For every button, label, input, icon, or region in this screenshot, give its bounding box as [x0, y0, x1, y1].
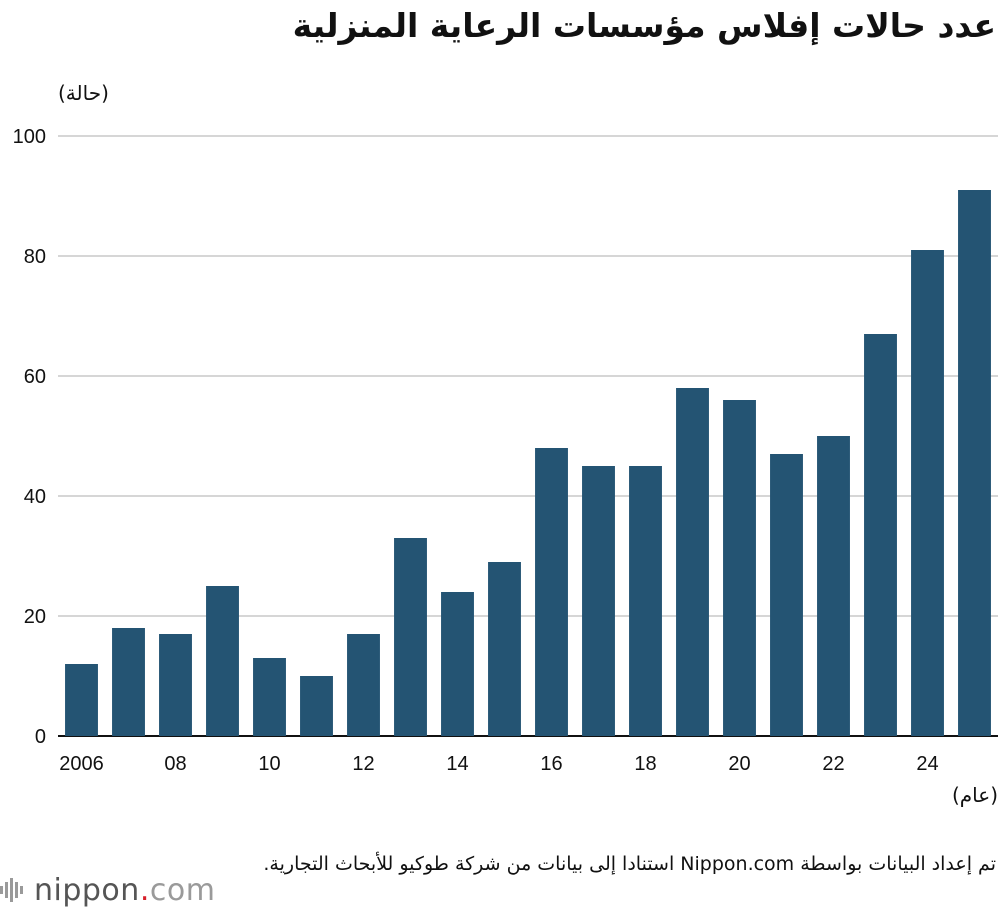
- chart-title: عدد حالات إفلاس مؤسسات الرعاية المنزلية: [292, 6, 996, 45]
- x-tick-label: 22: [822, 753, 844, 775]
- bar: [65, 664, 98, 736]
- logo-text: nippon.com: [34, 872, 216, 908]
- nippon-logo: nippon.com: [0, 870, 215, 910]
- x-tick-label: 16: [540, 753, 562, 775]
- y-tick-label: 60: [24, 366, 46, 388]
- footer: تم إعداد البيانات بواسطة Nippon.com استن…: [0, 840, 1000, 920]
- source-note: تم إعداد البيانات بواسطة Nippon.com استن…: [263, 853, 996, 875]
- x-tick-label: 2006: [59, 753, 104, 775]
- bar: [582, 466, 615, 736]
- y-tick-label: 40: [24, 486, 46, 508]
- x-axis-ticks: 2006 08 10 12 14 16 18 20 22 24: [59, 753, 938, 775]
- bar: [441, 592, 474, 736]
- x-tick-label: 10: [258, 753, 280, 775]
- y-tick-label: 100: [13, 126, 46, 148]
- y-tick-label: 80: [24, 246, 46, 268]
- x-tick-label: 20: [728, 753, 750, 775]
- bar: [347, 634, 380, 736]
- bar-chart: 0 20 40 60 80 100 2006 08 10 12 14 16 18 20 22 24 (حال…: [13, 81, 998, 807]
- x-tick-label: 18: [634, 753, 656, 775]
- bar: [629, 466, 662, 736]
- bar: [159, 634, 192, 736]
- bar: [253, 658, 286, 736]
- bar: [535, 448, 568, 736]
- y-axis-ticks: 0 20 40 60 80 100: [13, 126, 46, 748]
- logo-mark-icon: [0, 878, 23, 902]
- x-tick-label: 12: [352, 753, 374, 775]
- bar: [911, 250, 944, 736]
- x-tick-label: 08: [164, 753, 186, 775]
- x-axis-label: (عام): [952, 783, 998, 807]
- bar: [723, 400, 756, 736]
- bars: [65, 190, 991, 736]
- bar: [206, 586, 239, 736]
- bar: [394, 538, 427, 736]
- grid-lines: [58, 135, 998, 737]
- bar: [300, 676, 333, 736]
- bar: [864, 334, 897, 736]
- bar: [817, 436, 850, 736]
- bar: [488, 562, 521, 736]
- x-tick-label: 24: [916, 753, 938, 775]
- y-tick-label: 0: [35, 726, 46, 748]
- x-tick-label: 14: [446, 753, 468, 775]
- bar: [770, 454, 803, 736]
- bar: [112, 628, 145, 736]
- bar: [676, 388, 709, 736]
- y-axis-label: (حالة): [58, 81, 109, 105]
- bar: [958, 190, 991, 736]
- y-tick-label: 20: [24, 606, 46, 628]
